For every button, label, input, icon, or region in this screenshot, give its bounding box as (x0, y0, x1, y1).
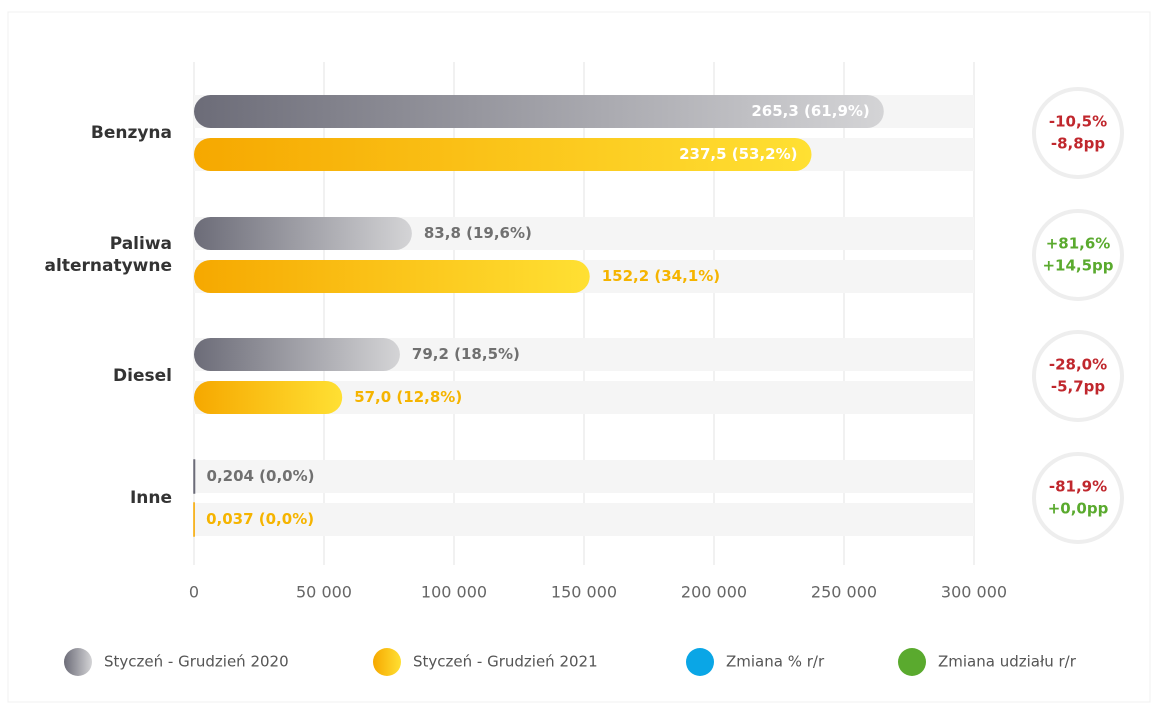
category-label: Benzyna (91, 123, 172, 143)
legend-swatch (64, 648, 92, 676)
legend-swatch (686, 648, 714, 676)
x-tick-label: 250 000 (811, 583, 877, 602)
bar (194, 95, 884, 128)
change-badge (1032, 87, 1124, 179)
bar (193, 459, 196, 494)
x-tick-label: 200 000 (681, 583, 747, 602)
bar-track (194, 460, 974, 493)
value-label: 79,2 (18,5%) (412, 345, 520, 363)
change-share: -8,8pp (1051, 135, 1106, 153)
change-badge (1032, 209, 1124, 301)
bar (194, 338, 400, 371)
value-label: 152,2 (34,1%) (602, 267, 720, 285)
change-share: +14,5pp (1042, 257, 1113, 275)
change-badge (1032, 330, 1124, 422)
x-tick-label: 150 000 (551, 583, 617, 602)
bar (194, 138, 812, 171)
value-label: 57,0 (12,8%) (354, 388, 462, 406)
legend-label: Styczeń - Grudzień 2021 (413, 653, 598, 671)
change-share: -5,7pp (1051, 378, 1106, 396)
value-label: 237,5 (53,2%) (679, 145, 797, 163)
legend-swatch (373, 648, 401, 676)
value-label: 83,8 (19,6%) (424, 224, 532, 242)
legend-label: Zmiana % r/r (726, 653, 825, 671)
bar (194, 381, 343, 414)
bar (194, 217, 412, 250)
bar (194, 260, 590, 293)
category-label: Inne (130, 488, 172, 508)
change-pct: -28,0% (1049, 356, 1107, 374)
change-pct: -81,9% (1049, 478, 1107, 496)
legend-label: Zmiana udziału r/r (938, 653, 1077, 671)
change-share: +0,0pp (1048, 500, 1109, 518)
x-tick-label: 50 000 (296, 583, 352, 602)
x-tick-label: 300 000 (941, 583, 1007, 602)
value-label: 0,037 (0,0%) (206, 510, 314, 528)
change-pct: +81,6% (1046, 235, 1111, 253)
legend-swatch (898, 648, 926, 676)
category-label: Diesel (113, 366, 172, 386)
value-label: 0,204 (0,0%) (207, 467, 315, 485)
category-label: Paliwa alternatywne (45, 234, 172, 276)
change-pct: -10,5% (1049, 113, 1107, 131)
x-tick-label: 100 000 (421, 583, 487, 602)
value-label: 265,3 (61,9%) (751, 102, 869, 120)
legend-label: Styczeń - Grudzień 2020 (104, 653, 289, 671)
change-badge (1032, 452, 1124, 544)
x-tick-label: 0 (189, 583, 199, 602)
bar-track (194, 503, 974, 536)
